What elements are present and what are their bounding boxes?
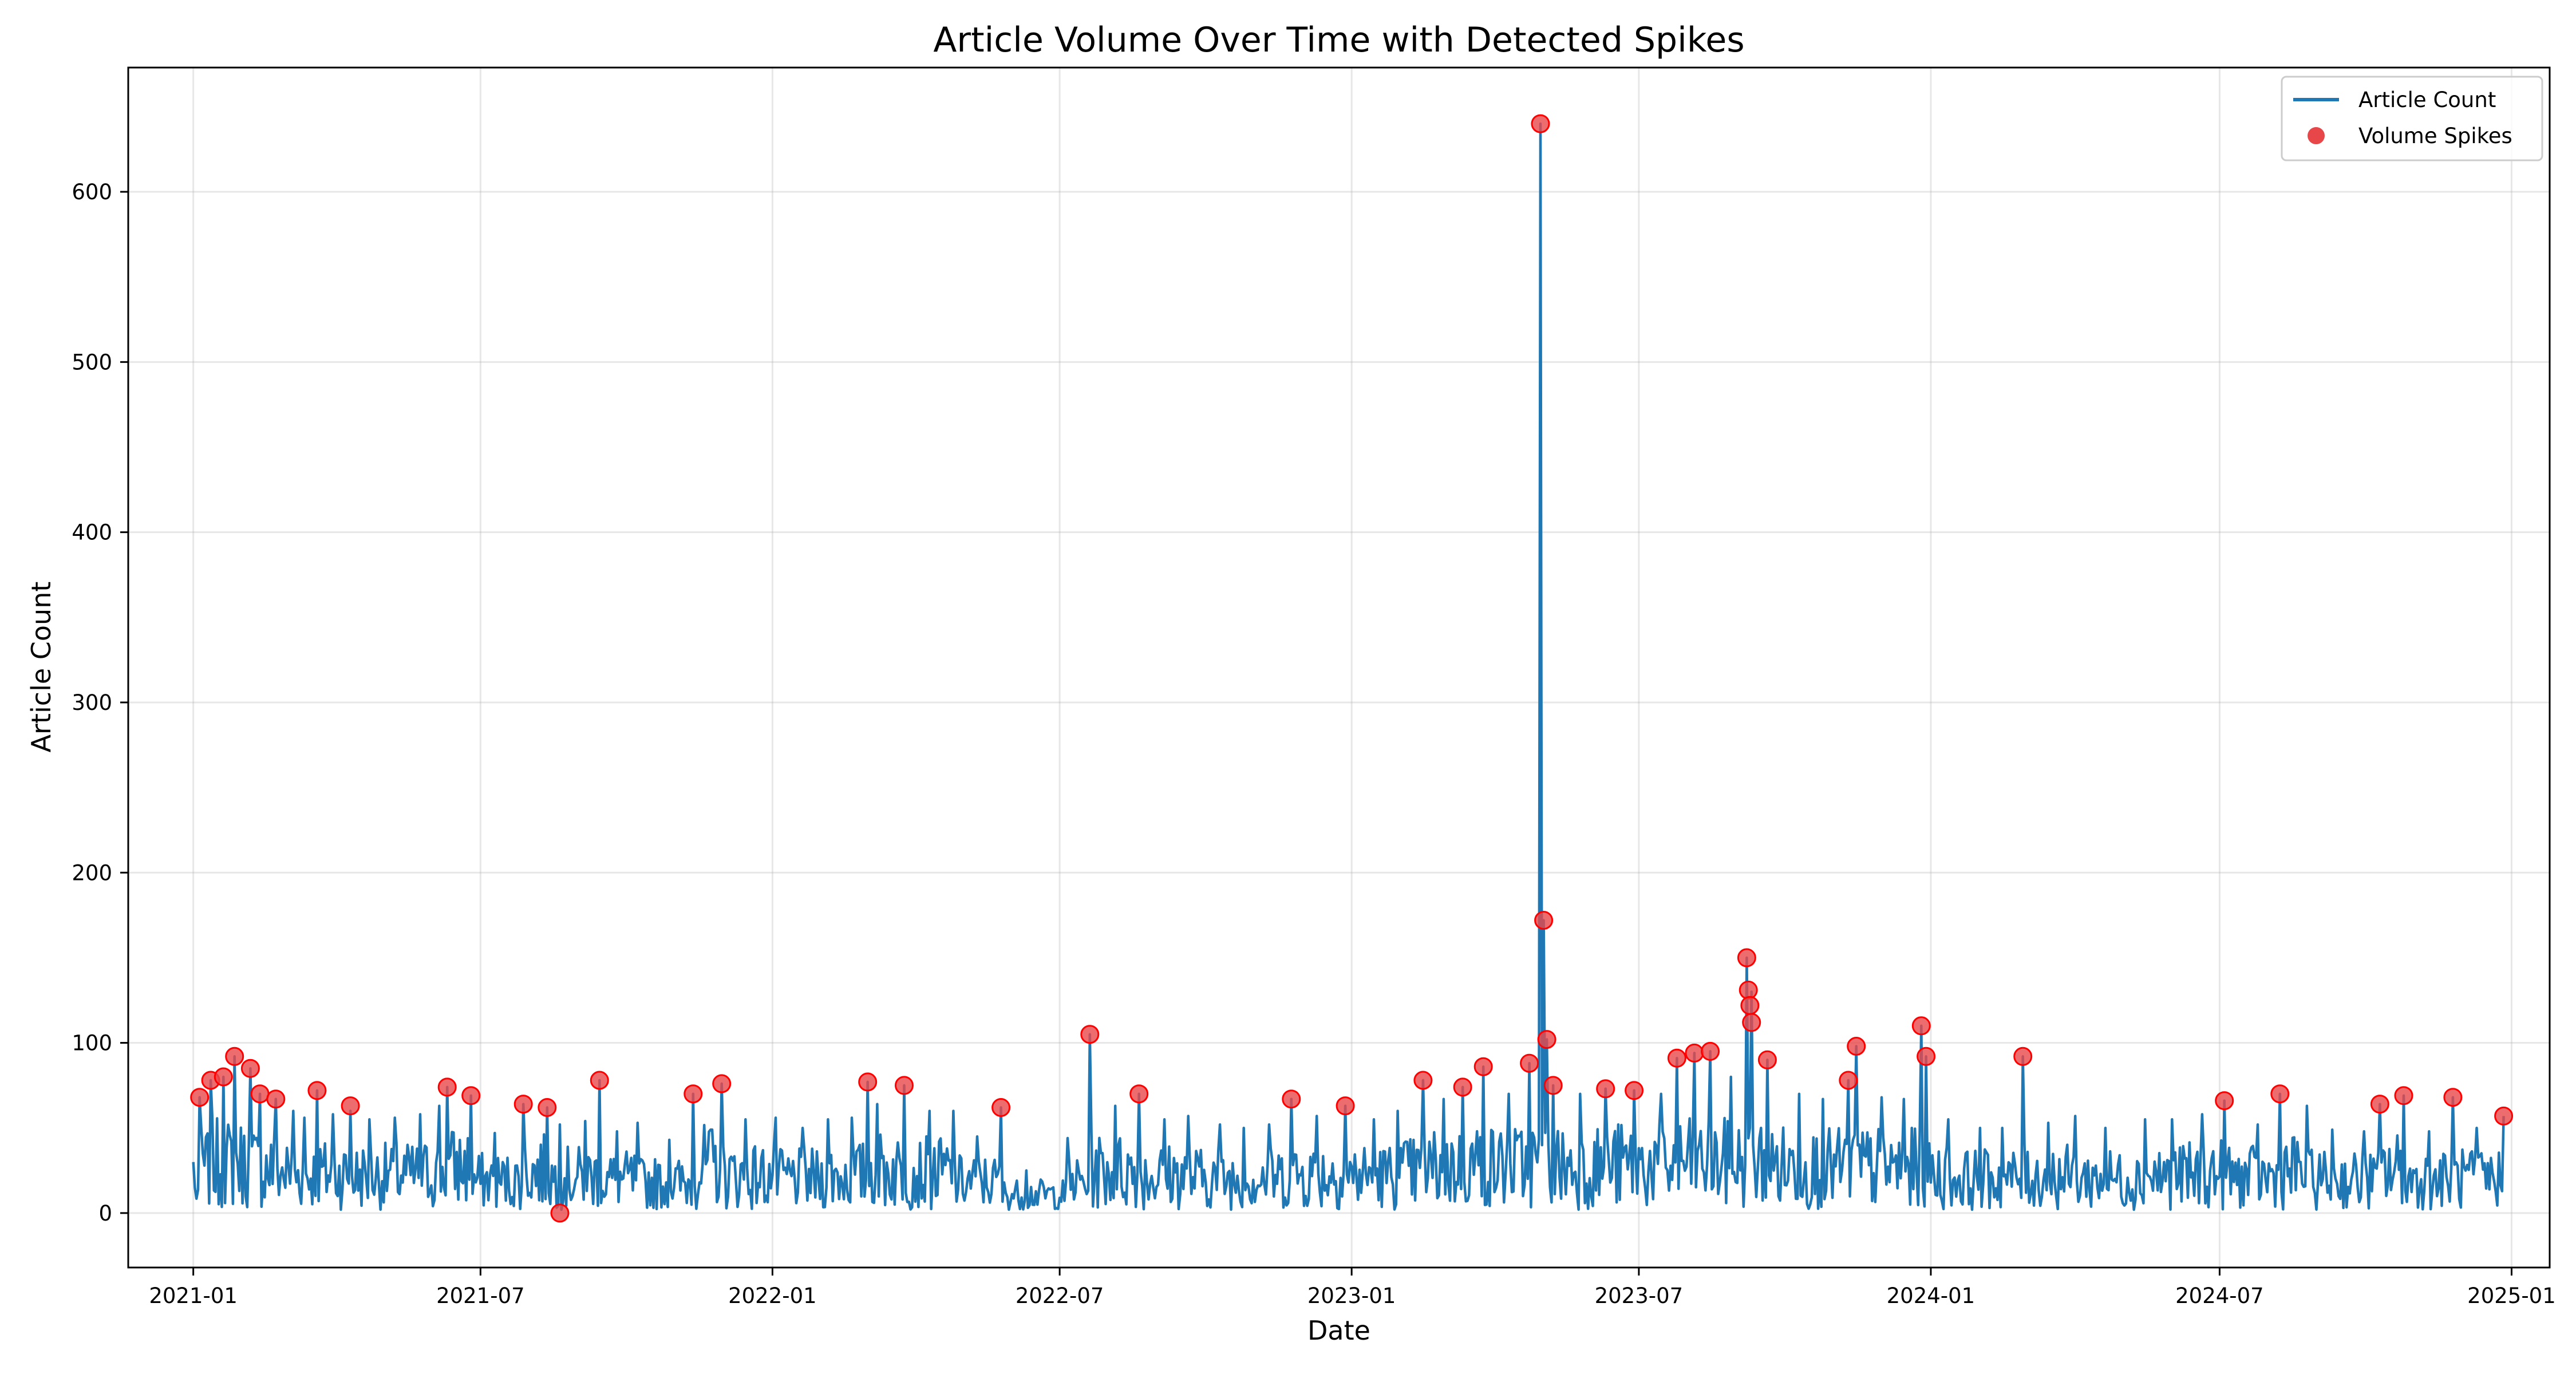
legend-spike-swatch — [2308, 127, 2325, 144]
x-axis: 2021-01 2021-07 2022-01 2022-07 2023-01 2023-… — [149, 1268, 2556, 1308]
spike-point — [190, 1088, 210, 1107]
spike-point — [712, 1074, 732, 1093]
grid-lines — [128, 68, 2550, 1268]
spike-point — [2013, 1047, 2033, 1066]
spike-point — [550, 1203, 570, 1223]
spike-point — [1757, 1050, 1777, 1069]
spike-point — [2494, 1106, 2514, 1126]
spike-point — [1413, 1071, 1433, 1090]
spike-point — [2394, 1086, 2413, 1105]
legend-label-article-count: Article Count — [2358, 88, 2496, 112]
spike-point — [1520, 1053, 1539, 1073]
y-axis: 0 100 200 300 400 500 600 — [72, 180, 128, 1226]
spike-point — [1534, 911, 1554, 930]
spike-point — [341, 1096, 360, 1116]
x-tick-label: 2022-01 — [728, 1284, 817, 1308]
spike-point — [2215, 1091, 2234, 1111]
spike-point — [683, 1084, 703, 1104]
spike-point — [2370, 1095, 2389, 1114]
spike-point — [250, 1084, 270, 1104]
spike-point — [991, 1098, 1011, 1117]
x-tick-label: 2024-07 — [2175, 1284, 2264, 1308]
spike-point — [1701, 1041, 1720, 1061]
legend: Article Count Volume Spikes — [2281, 76, 2543, 161]
spike-point — [1596, 1079, 1615, 1099]
series-volume-spikes — [190, 114, 2514, 1223]
legend-box — [2281, 76, 2543, 161]
spike-point — [1282, 1089, 1301, 1109]
spike-point — [1625, 1081, 1644, 1100]
spike-point — [266, 1089, 286, 1109]
x-tick-label: 2023-01 — [1307, 1284, 1396, 1308]
x-tick-label: 2021-01 — [149, 1284, 238, 1308]
x-axis-label: Date — [1307, 1315, 1370, 1346]
spike-point — [1740, 996, 1760, 1015]
y-tick-label: 600 — [72, 180, 112, 204]
y-tick-label: 200 — [72, 860, 112, 885]
x-tick-label: 2023-07 — [1595, 1284, 1684, 1308]
spike-point — [240, 1059, 260, 1078]
plot-frame — [127, 66, 2551, 1269]
y-tick-label: 0 — [98, 1201, 112, 1226]
spike-point — [1336, 1096, 1355, 1116]
spike-point — [1911, 1016, 1931, 1036]
spike-point — [1080, 1025, 1100, 1044]
spike-point — [1742, 1013, 1761, 1032]
spike-point — [1129, 1084, 1149, 1104]
x-tick-label: 2025-01 — [2467, 1284, 2556, 1308]
spike-point — [461, 1086, 481, 1105]
spike-point — [590, 1071, 609, 1090]
spike-point — [1847, 1037, 1866, 1056]
spike-point — [1667, 1048, 1686, 1068]
x-tick-label: 2021-07 — [436, 1284, 525, 1308]
spike-point — [858, 1072, 878, 1092]
spike-point — [307, 1081, 327, 1100]
spike-point — [1685, 1043, 1704, 1063]
article-count-line — [192, 122, 2505, 1211]
spike-point — [1917, 1047, 1936, 1066]
y-tick-label: 500 — [72, 350, 112, 374]
y-tick-label: 300 — [72, 690, 112, 715]
y-axis-label: Article Count — [26, 582, 57, 753]
chart-title: Article Volume Over Time with Detected S… — [933, 20, 1744, 60]
spike-point — [1543, 1076, 1563, 1095]
spike-point — [538, 1098, 557, 1117]
spike-point — [1839, 1071, 1858, 1090]
spike-point — [895, 1076, 914, 1095]
spike-point — [1739, 980, 1758, 1000]
y-tick-label: 100 — [72, 1031, 112, 1056]
spike-point — [225, 1047, 244, 1066]
spike-point — [2443, 1088, 2463, 1107]
spike-point — [513, 1095, 533, 1114]
y-tick-label: 400 — [72, 520, 112, 545]
spike-point — [437, 1077, 457, 1097]
series-article-count — [192, 122, 2505, 1211]
spike-point — [1737, 948, 1756, 968]
legend-label-volume-spikes: Volume Spikes — [2358, 124, 2512, 148]
x-tick-label: 2022-07 — [1016, 1284, 1104, 1308]
spike-point — [1537, 1030, 1556, 1049]
spike-point — [2270, 1084, 2290, 1104]
x-tick-label: 2024-01 — [1887, 1284, 1976, 1308]
spike-point — [1531, 114, 1550, 133]
spike-point — [1473, 1057, 1493, 1076]
spike-point — [1453, 1077, 1472, 1097]
spike-point — [214, 1067, 233, 1087]
